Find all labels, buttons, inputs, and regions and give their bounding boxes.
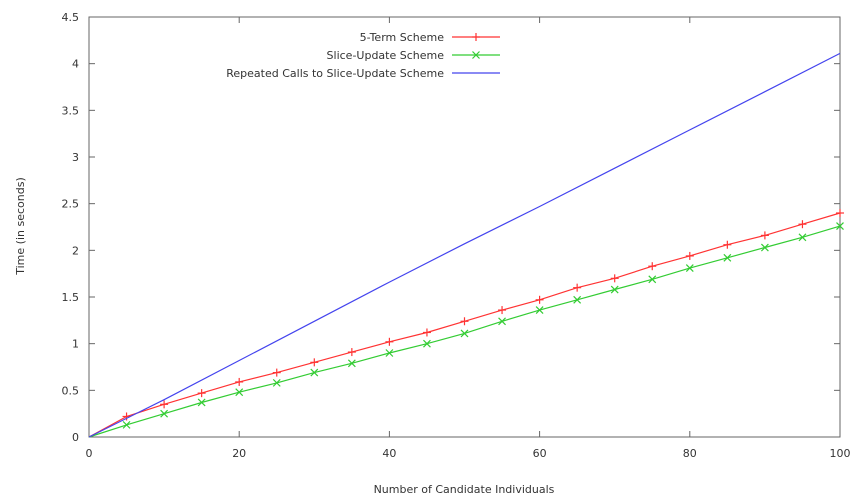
x-tick-label: 80 bbox=[683, 447, 697, 460]
data-point bbox=[197, 398, 206, 407]
marker-d2 bbox=[610, 285, 619, 294]
data-point bbox=[385, 349, 394, 357]
data-point bbox=[573, 295, 582, 304]
marker-d2 bbox=[685, 264, 694, 272]
y-tick-label: 4.5 bbox=[62, 11, 80, 24]
data-point bbox=[310, 368, 319, 377]
marker-d2 bbox=[836, 222, 844, 230]
y-tick-label: 3 bbox=[72, 151, 79, 164]
data-point bbox=[760, 231, 769, 240]
data-point bbox=[573, 283, 582, 292]
marker-d2 bbox=[347, 359, 356, 368]
data-point bbox=[460, 317, 469, 326]
y-tick-label: 1 bbox=[72, 338, 79, 351]
data-point bbox=[272, 378, 281, 387]
data-point bbox=[836, 222, 844, 230]
marker-d2 bbox=[423, 339, 431, 348]
y-tick-label: 0.5 bbox=[62, 384, 80, 397]
data-point bbox=[535, 295, 544, 304]
data-point bbox=[272, 368, 281, 377]
x-tick-label: 100 bbox=[830, 447, 851, 460]
data-point bbox=[422, 328, 431, 337]
marker-d2 bbox=[310, 368, 319, 377]
data-point bbox=[760, 243, 769, 252]
data-point bbox=[498, 317, 506, 326]
legend-item: Repeated Calls to Slice-Update Scheme bbox=[226, 67, 500, 80]
data-point bbox=[235, 388, 244, 397]
marker-d2 bbox=[498, 317, 506, 326]
data-point bbox=[723, 253, 732, 262]
y-tick-label: 2.5 bbox=[62, 198, 80, 211]
marker-d2 bbox=[723, 253, 732, 262]
marker-d2 bbox=[535, 306, 544, 314]
data-point bbox=[648, 275, 657, 284]
data-point bbox=[610, 274, 619, 283]
marker-d2 bbox=[160, 409, 169, 418]
plot-frame bbox=[88, 16, 841, 438]
y-tick-label: 1.5 bbox=[62, 291, 80, 304]
x-axis-label: Number of Candidate Individuals bbox=[374, 483, 555, 496]
marker-d2 bbox=[122, 420, 131, 429]
series-5-term-scheme bbox=[88, 209, 844, 438]
marker-d2 bbox=[798, 233, 807, 242]
marker-d2 bbox=[235, 388, 244, 397]
data-point bbox=[160, 400, 169, 409]
data-point bbox=[610, 285, 619, 294]
series-slice-update-scheme bbox=[88, 222, 844, 438]
marker-d2 bbox=[197, 398, 206, 407]
data-point bbox=[685, 251, 694, 260]
data-point bbox=[535, 306, 544, 314]
data-point bbox=[798, 220, 807, 229]
data-point bbox=[122, 420, 131, 429]
x-tick-label: 60 bbox=[533, 447, 547, 460]
data-point bbox=[160, 409, 169, 418]
x-tick-label: 0 bbox=[86, 447, 93, 460]
legend-item: Slice-Update Scheme bbox=[327, 49, 500, 62]
data-point bbox=[347, 348, 356, 357]
data-point bbox=[310, 358, 319, 367]
data-point bbox=[197, 389, 206, 398]
data-point bbox=[423, 339, 431, 348]
x-tick-label: 20 bbox=[232, 447, 246, 460]
data-point bbox=[235, 377, 244, 386]
legend-marker-d2 bbox=[472, 51, 480, 59]
data-point bbox=[460, 329, 469, 338]
y-tick-label: 4 bbox=[72, 58, 79, 71]
data-point bbox=[723, 240, 732, 249]
x-tick-label: 40 bbox=[382, 447, 396, 460]
y-axis-label: Time (in seconds) bbox=[14, 177, 27, 276]
data-point bbox=[498, 306, 507, 315]
y-tick-label: 3.5 bbox=[62, 104, 80, 117]
data-point bbox=[347, 359, 356, 368]
series-repeated-calls-to-slice-update-scheme bbox=[88, 52, 841, 438]
marker-d2 bbox=[648, 275, 657, 284]
marker-d2 bbox=[760, 243, 769, 252]
y-tick-label: 2 bbox=[72, 244, 79, 257]
marker-d2 bbox=[573, 295, 582, 304]
series-line bbox=[88, 52, 841, 438]
data-point bbox=[385, 337, 394, 346]
legend-item: 5-Term Scheme bbox=[360, 31, 500, 44]
data-point bbox=[836, 209, 844, 217]
marker-d2 bbox=[385, 349, 394, 357]
y-tick-label: 0 bbox=[72, 431, 79, 444]
marker-d2 bbox=[272, 378, 281, 387]
marker-d2 bbox=[460, 329, 469, 338]
data-point bbox=[648, 262, 657, 271]
legend-label: Repeated Calls to Slice-Update Scheme bbox=[226, 67, 444, 80]
legend-label: 5-Term Scheme bbox=[360, 31, 445, 44]
legend-label: Slice-Update Scheme bbox=[327, 49, 445, 62]
data-point bbox=[685, 264, 694, 272]
data-point bbox=[798, 233, 807, 242]
